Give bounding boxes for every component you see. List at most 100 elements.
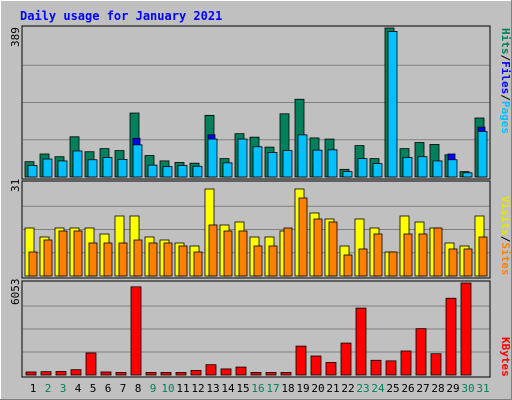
panel-kbytes (21, 280, 491, 378)
files-bar (42, 158, 53, 178)
legend-files: Files (499, 61, 512, 94)
sites-bar (223, 230, 233, 277)
sites-bar (478, 236, 488, 277)
kbytes-bar (145, 372, 157, 376)
x-tick-label: 28 (431, 382, 444, 395)
kbytes-bar (325, 361, 337, 376)
bars-bot (25, 282, 472, 376)
kbytes-bar (355, 307, 367, 376)
sites-bar (433, 227, 443, 277)
legend-hits: Hits (499, 28, 512, 55)
kbytes-bar (385, 360, 397, 376)
sites-bar (448, 248, 458, 277)
x-tick-label: 21 (326, 382, 339, 395)
sites-bar (73, 230, 83, 277)
files-bar (402, 157, 413, 178)
x-tick-label: 15 (236, 382, 249, 395)
sites-bar (148, 242, 158, 277)
x-tick-label: 13 (206, 382, 219, 395)
kbytes-bar (190, 370, 202, 376)
bottom-legend: KBytes (499, 337, 512, 377)
x-tick-label: 18 (281, 382, 294, 395)
kbytes-bar (175, 372, 187, 376)
kbytes-bar (415, 328, 427, 376)
kbytes-bar (340, 342, 352, 376)
x-tick-label: 24 (371, 382, 385, 395)
sites-bar (268, 245, 278, 277)
files-bar (462, 172, 473, 178)
x-tick-label: 26 (401, 382, 414, 395)
kbytes-bar (430, 353, 442, 376)
legend-visits: Visits (499, 196, 512, 236)
panel-hits (21, 25, 491, 180)
files-bar (207, 138, 218, 178)
sites-bar (193, 251, 203, 277)
kbytes-bar (100, 371, 112, 376)
sites-bar (178, 245, 188, 277)
files-bar (297, 134, 308, 178)
sites-bar (133, 239, 143, 277)
x-tick-label: 8 (135, 382, 142, 395)
x-tick-label: 4 (75, 382, 82, 395)
top-legend: Hits/Files/Pages (499, 28, 512, 134)
files-bar (147, 164, 158, 178)
files-bar (327, 149, 338, 178)
kbytes-bar (85, 352, 97, 376)
panel-visits (21, 180, 491, 279)
kbytes-bar (265, 372, 277, 376)
sites-bar (373, 233, 383, 277)
x-tick-label: 7 (120, 382, 127, 395)
x-tick-label: 25 (386, 382, 399, 395)
kbytes-bar (40, 371, 52, 376)
x-tick-label: 23 (356, 382, 369, 395)
files-bar (387, 31, 398, 178)
kbytes-bar (130, 286, 142, 376)
x-tick-label: 29 (446, 382, 459, 395)
kbytes-bar (70, 369, 82, 376)
sites-bar (103, 242, 113, 277)
kbytes-bar (310, 355, 322, 376)
kbytes-bar (25, 371, 37, 376)
legend-pages: Pages (499, 101, 512, 134)
files-bar (447, 159, 458, 178)
x-tick-label: 22 (341, 382, 354, 395)
x-tick-label: 6 (105, 382, 112, 395)
files-bar (267, 152, 278, 178)
x-tick-label: 19 (296, 382, 309, 395)
files-bar (162, 166, 173, 178)
files-bar (357, 158, 368, 178)
files-bar (117, 158, 128, 178)
kbytes-bar (115, 372, 127, 376)
legend-kbytes: KBytes (499, 337, 512, 377)
x-tick-label: 10 (161, 382, 174, 395)
x-tick-label: 16 (251, 382, 264, 395)
files-bar (177, 165, 188, 178)
legend-sites: Sites (499, 242, 512, 275)
bars-top (24, 27, 488, 178)
sites-bar (58, 230, 68, 277)
top-ymax-label: 389 (9, 27, 22, 47)
kbytes-bar (235, 366, 247, 376)
bottom-ymax-label: 6053 (9, 279, 22, 306)
svg-text:Hits/Files/Pages: Hits/Files/Pages (499, 28, 512, 134)
x-tick-label: 5 (90, 382, 97, 395)
sites-bar (388, 251, 398, 277)
files-bar (252, 146, 263, 178)
sites-bar (163, 242, 173, 277)
files-bar (237, 138, 248, 178)
middle-ymax-label: 31 (9, 179, 22, 192)
sites-bar (118, 242, 128, 277)
files-bar (27, 165, 38, 178)
files-bar (282, 150, 293, 178)
files-bar (102, 157, 113, 178)
sites-bar (358, 248, 368, 277)
svg-text:KBytes: KBytes (499, 337, 512, 377)
bars-mid (24, 188, 488, 277)
sites-bar (463, 248, 473, 277)
sites-bar (418, 233, 428, 277)
kbytes-bar (370, 359, 382, 376)
kbytes-bar (445, 297, 457, 376)
sites-bar (298, 197, 308, 277)
sites-bar (313, 218, 323, 277)
sites-bar (238, 230, 248, 277)
